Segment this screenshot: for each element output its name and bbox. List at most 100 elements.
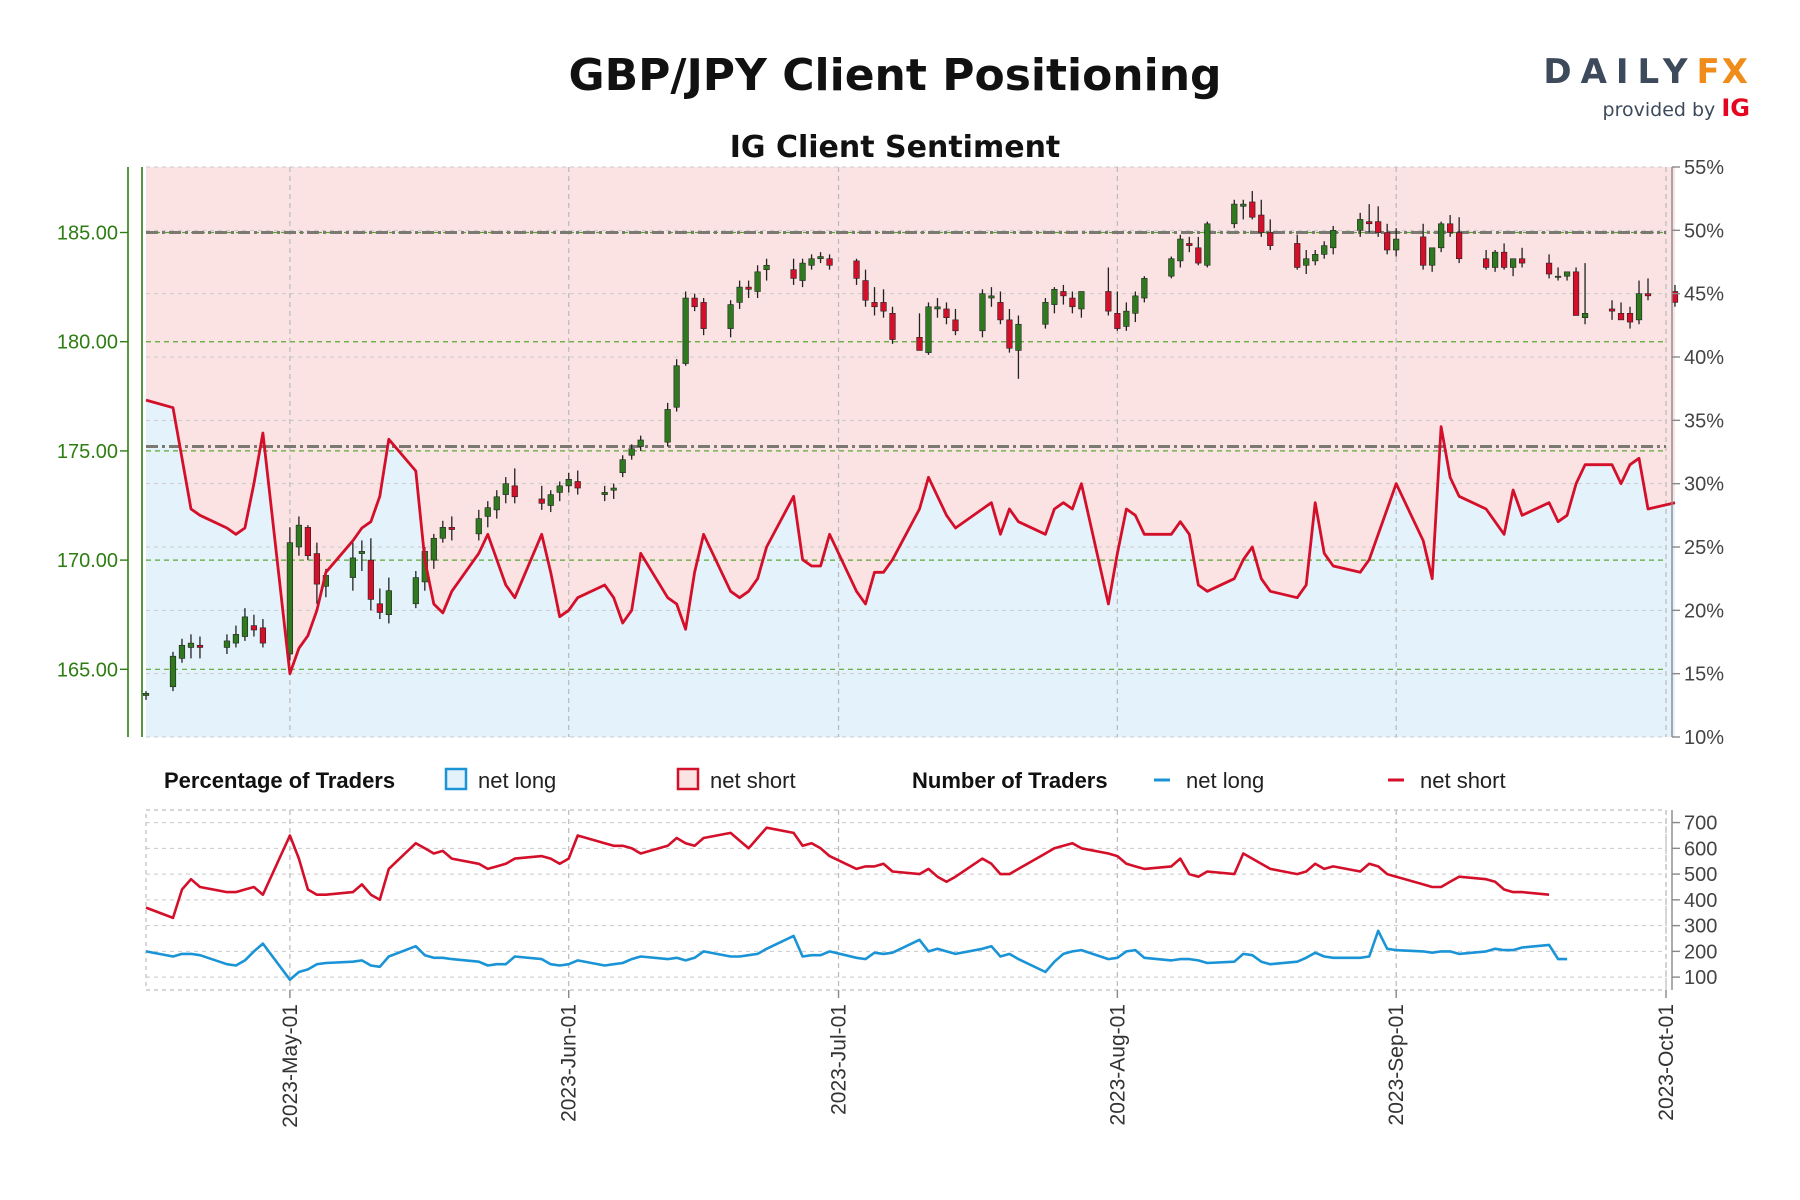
date-tick-label: 2023-Aug-01 — [1106, 1004, 1129, 1125]
lower-tick-label: 300 — [1684, 916, 1717, 938]
candle-body — [1078, 291, 1085, 310]
candle-body — [349, 557, 356, 578]
candle-body — [1204, 223, 1211, 266]
candle-body — [1644, 293, 1652, 297]
pct-tick-label: 25% — [1684, 537, 1724, 559]
candle-body — [493, 496, 500, 511]
candle-body — [1375, 221, 1382, 233]
candle-body — [1168, 258, 1175, 277]
candle-body — [565, 478, 572, 487]
candle-body — [1447, 223, 1454, 233]
candle-body — [1357, 219, 1364, 231]
logo-brand-main: DAILY — [1543, 52, 1697, 92]
candle-body — [700, 302, 707, 329]
pct-tick-label: 40% — [1684, 347, 1724, 369]
candle-body — [817, 256, 824, 260]
legend-pct-short-label: net short — [710, 768, 796, 793]
candle-body — [1123, 310, 1130, 327]
candle-body — [988, 295, 995, 299]
price-tick-label: 175.00 — [57, 441, 118, 463]
pct-tick-label: 55% — [1684, 157, 1724, 179]
date-tick-label: 2023-May-01 — [279, 1004, 302, 1128]
candle-body — [916, 337, 923, 351]
candle-body — [385, 590, 392, 616]
candle-body — [826, 258, 833, 266]
candle-body — [1042, 302, 1049, 325]
candle-body — [1617, 313, 1625, 321]
legend-pct-heading: Percentage of Traders — [164, 768, 395, 793]
net-short-count-line — [145, 826, 1550, 920]
candle-body — [187, 642, 195, 648]
candle-body — [1429, 247, 1436, 266]
candle-body — [547, 494, 554, 506]
candle-body — [1572, 271, 1580, 316]
candle-body — [1114, 313, 1121, 329]
candle-body — [673, 365, 680, 408]
net-long-pct-line — [145, 398, 1676, 676]
candle-body — [628, 448, 635, 456]
candle-body — [169, 655, 177, 688]
candle-body — [736, 286, 743, 303]
candle-body — [1240, 203, 1247, 207]
price-tick-label: 165.00 — [57, 659, 118, 681]
candle-body — [1366, 221, 1373, 225]
candle-body — [250, 625, 258, 631]
net-long-count-line — [145, 929, 1568, 982]
dailyfx-logo: DAILYFX provided by IG — [1540, 52, 1750, 122]
date-tick-label: 2023-Jun-01 — [558, 1004, 581, 1122]
candle-body — [502, 483, 509, 495]
candle-body — [637, 439, 644, 447]
lower-tick-label: 100 — [1684, 967, 1717, 989]
candle-body — [1483, 258, 1490, 268]
candle-body — [1231, 203, 1238, 225]
candle-body — [376, 603, 383, 613]
candle-body — [574, 481, 581, 489]
candle-body — [727, 304, 734, 329]
candle-body — [304, 527, 311, 557]
lower-tick-label: 200 — [1684, 941, 1717, 963]
candle-body — [1312, 254, 1319, 262]
candle-body — [1267, 232, 1274, 246]
candle-body — [1420, 236, 1427, 266]
candle-body — [1456, 232, 1463, 260]
candle-body — [439, 527, 446, 539]
candle-body — [1563, 271, 1571, 277]
logo-provider: IG — [1721, 94, 1750, 122]
candle-body — [358, 551, 365, 554]
candle-body — [745, 286, 752, 290]
chart-title: GBP/JPY Client Positioning — [568, 50, 1222, 101]
candle-body — [1330, 230, 1337, 249]
price-tick-label: 180.00 — [57, 332, 118, 354]
legend-pct-long-label: net long — [478, 768, 556, 793]
date-tick-label: 2023-Oct-01 — [1655, 1004, 1678, 1121]
candle-body — [448, 527, 455, 530]
candle-body — [979, 293, 986, 332]
candle-body — [475, 518, 482, 535]
candle-body — [754, 271, 761, 292]
candle-body — [232, 634, 240, 644]
candle-body — [538, 498, 545, 504]
candle-body — [799, 262, 806, 281]
candle-body — [1384, 232, 1391, 251]
candle-body — [1393, 238, 1400, 251]
pct-tick-label: 10% — [1684, 727, 1724, 749]
candle-body — [1626, 313, 1634, 323]
candle-body — [664, 409, 671, 443]
candle-body — [1060, 291, 1067, 297]
legend-num-long-label: net long — [1186, 768, 1264, 793]
candle-body — [1294, 243, 1301, 268]
candle-body — [1501, 251, 1508, 268]
pct-tick-label: 30% — [1684, 474, 1724, 496]
candle-body — [1249, 201, 1256, 218]
candle-body — [682, 297, 689, 364]
candle-body — [556, 485, 563, 493]
candle-body — [223, 640, 231, 648]
net-long-area — [146, 400, 1675, 737]
candle-body — [286, 542, 294, 655]
candle-body — [1608, 308, 1616, 312]
date-tick-label: 2023-Jul-01 — [828, 1004, 851, 1115]
candle-body — [1069, 297, 1076, 308]
pct-tick-label: 15% — [1684, 664, 1724, 686]
candle-body — [313, 553, 320, 585]
candle-body — [295, 524, 302, 548]
